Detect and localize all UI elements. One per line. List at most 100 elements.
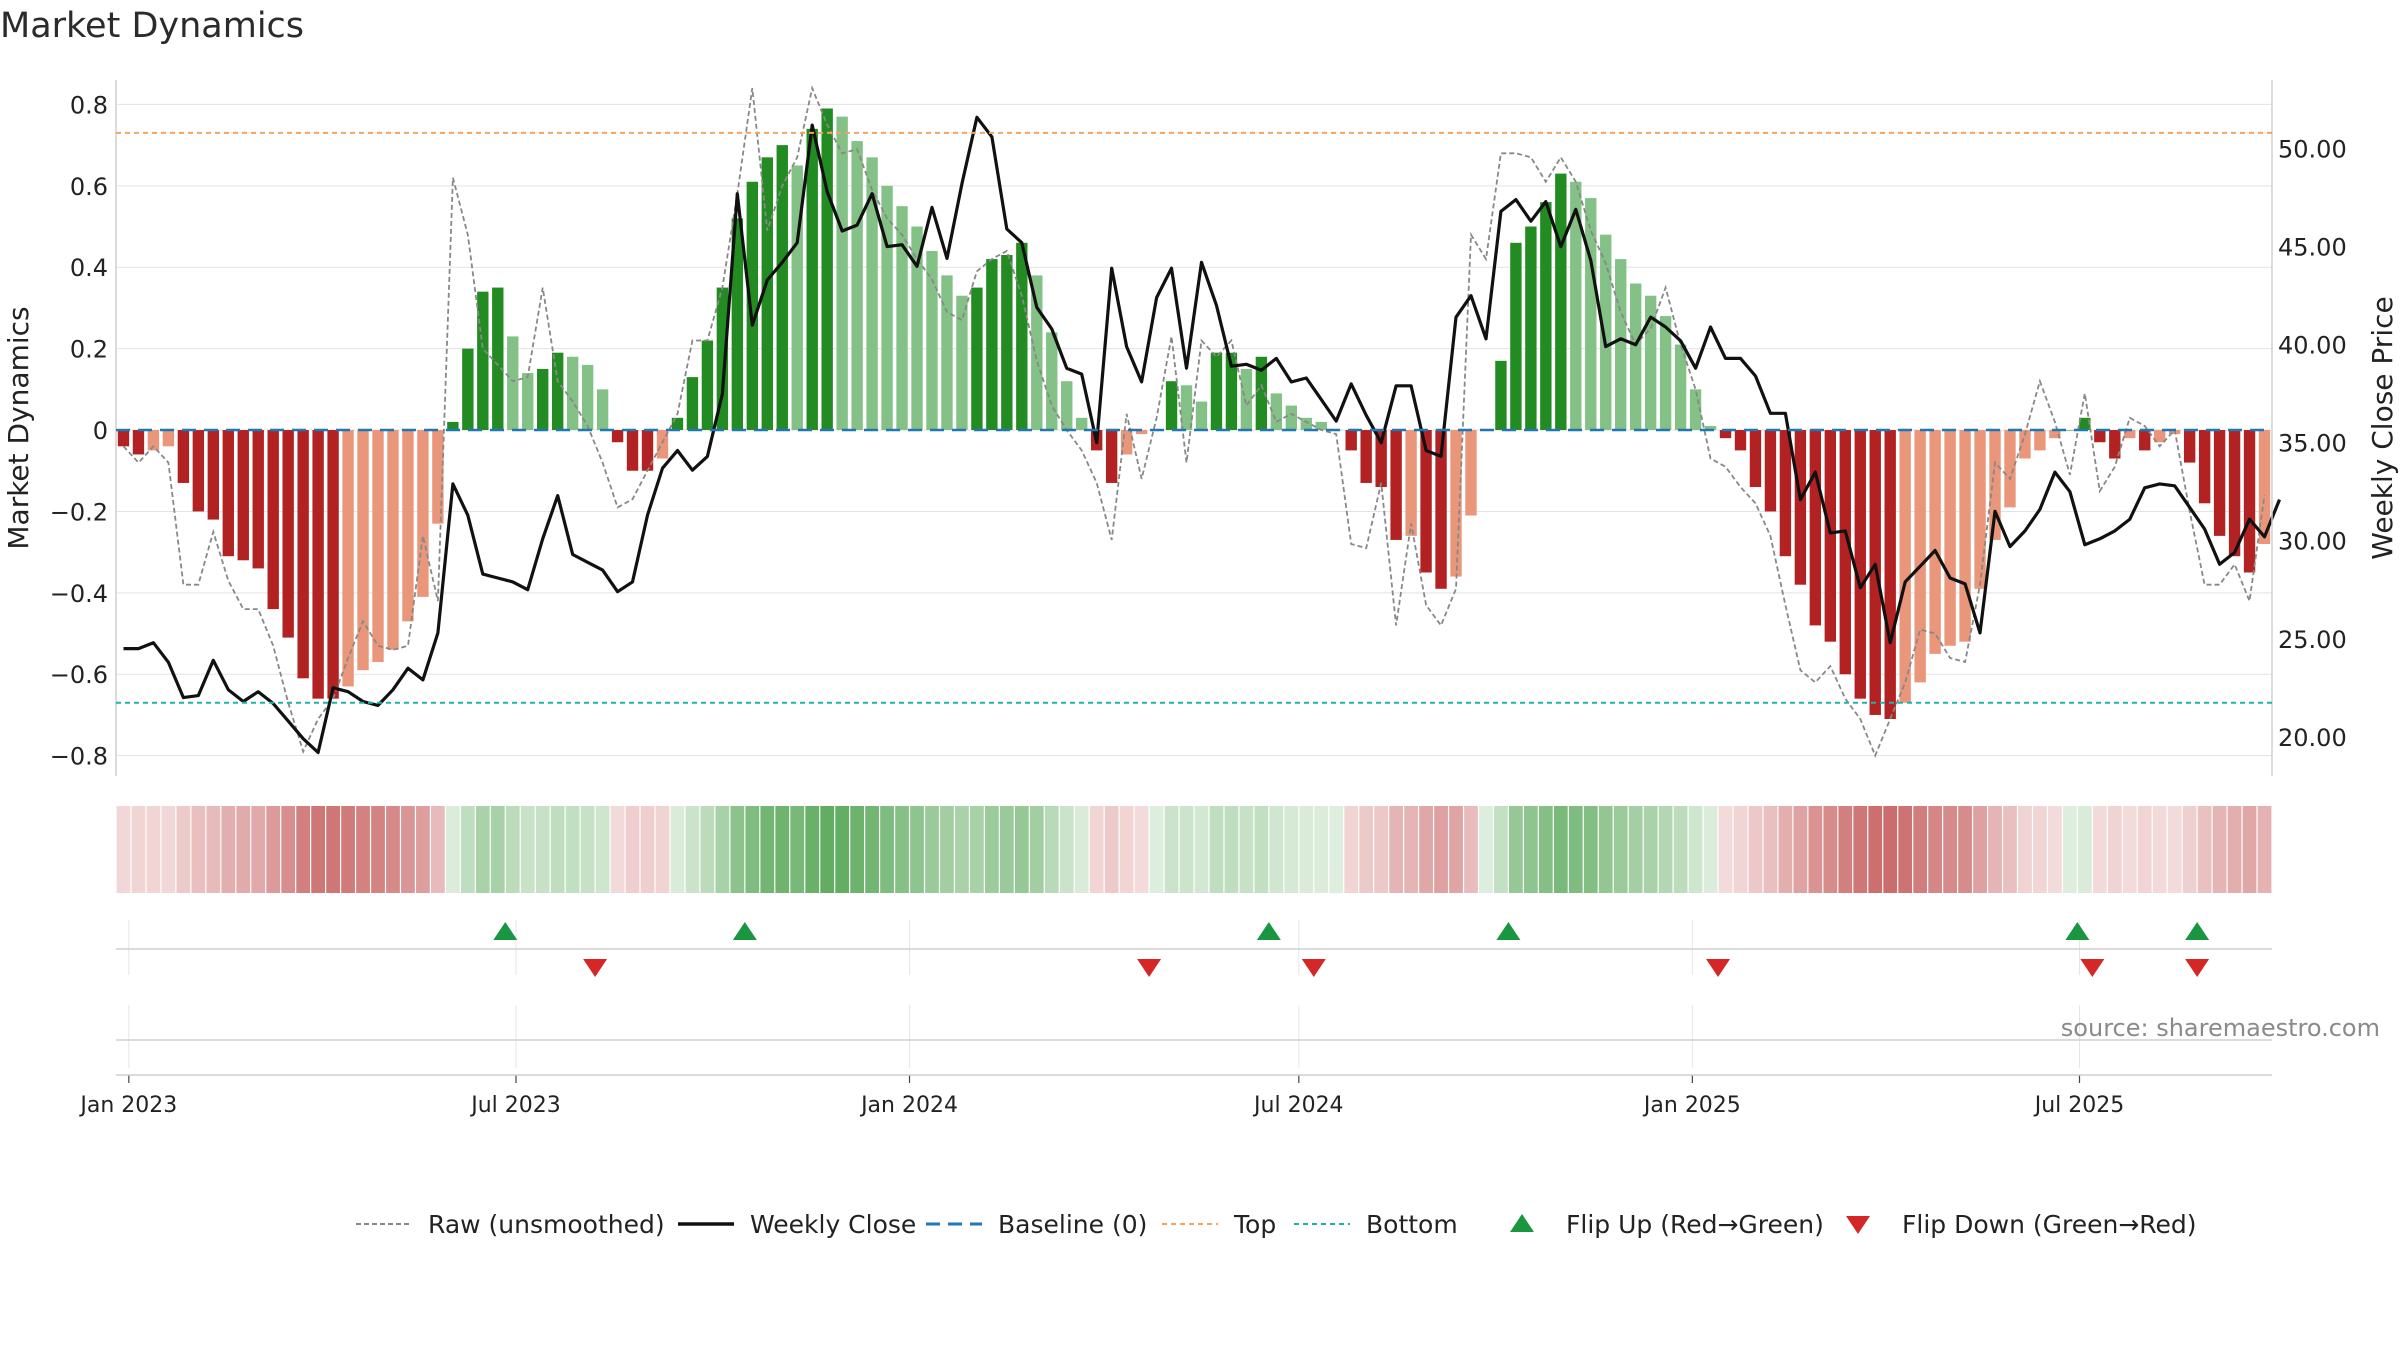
momentum-bar	[911, 226, 923, 431]
momentum-bar	[1180, 385, 1193, 431]
momentum-bar	[1345, 430, 1357, 451]
regime-cell	[610, 806, 625, 893]
momentum-bar	[1644, 295, 1657, 431]
regime-cell	[356, 806, 370, 893]
momentum-bar	[1450, 430, 1462, 577]
regime-cell	[161, 806, 176, 893]
regime-cell	[1194, 806, 1209, 893]
regime-cell	[1434, 806, 1448, 893]
regime-cell	[2077, 806, 2092, 893]
regime-cell	[1898, 806, 1913, 893]
regime-cell	[2137, 806, 2152, 893]
regime-cell	[2212, 806, 2227, 893]
momentum-bar	[596, 389, 609, 431]
regime-cell	[1224, 806, 1239, 893]
momentum-bar	[1300, 417, 1312, 431]
momentum-bar	[1120, 430, 1133, 455]
regime-cell	[940, 806, 954, 893]
regime-cell	[206, 806, 221, 893]
momentum-bar	[2198, 430, 2211, 504]
momentum-bar	[1225, 352, 1238, 431]
momentum-bar	[836, 116, 848, 431]
momentum-bar	[626, 430, 639, 471]
legend: Raw (unsmoothed) Weekly Close Baseline (0)…	[356, 1210, 2197, 1239]
regime-cell	[1104, 806, 1119, 893]
flip-up-marker	[1496, 922, 1521, 940]
regime-cell	[1628, 806, 1643, 893]
regime-cell	[580, 806, 595, 893]
momentum-bar	[522, 373, 534, 431]
y2-tick-label: 35.00	[2278, 430, 2347, 458]
momentum-bar	[1704, 425, 1717, 431]
regime-cell	[116, 806, 131, 893]
y-tick-label: 0.4	[70, 254, 108, 282]
momentum-bar	[551, 352, 564, 431]
momentum-bar	[686, 377, 699, 431]
regime-cell	[1538, 806, 1553, 893]
regime-cell	[2003, 806, 2017, 893]
regime-cell	[1449, 806, 1463, 893]
regime-cell	[386, 806, 400, 893]
x-tick-label: Jan 2024	[859, 1093, 958, 1118]
regime-cell	[1164, 806, 1179, 893]
momentum-bar	[1076, 417, 1088, 431]
regime-cell	[1374, 806, 1389, 893]
momentum-bar	[537, 368, 549, 431]
momentum-bar	[1570, 181, 1582, 431]
momentum-bar	[581, 364, 594, 431]
momentum-bar	[1135, 430, 1148, 435]
momentum-bar	[1465, 430, 1477, 516]
raw-line	[122, 85, 2266, 758]
momentum-bar	[1959, 430, 1971, 642]
regime-cell	[490, 806, 505, 893]
momentum-bar	[1734, 430, 1747, 451]
regime-cell	[1868, 806, 1883, 893]
momentum-bar	[1105, 430, 1118, 483]
y-tick-label: 0	[93, 417, 108, 445]
regime-cell	[146, 806, 161, 893]
regime-cell	[1823, 806, 1838, 893]
regime-cell	[1598, 806, 1613, 893]
regime-cell	[1494, 806, 1508, 893]
regime-cell	[1568, 806, 1583, 893]
regime-cell	[984, 806, 999, 893]
regime-cell	[1149, 806, 1164, 893]
momentum-bar	[1944, 430, 1956, 646]
momentum-bar	[1495, 360, 1507, 431]
momentum-bar	[387, 430, 399, 650]
regime-cell	[2033, 806, 2047, 893]
momentum-bar	[896, 206, 908, 431]
regime-cell	[760, 806, 775, 893]
momentum-bar	[252, 430, 264, 569]
momentum-bar	[2049, 430, 2061, 439]
regime-cell	[1718, 806, 1733, 893]
y-tick-label: 0.2	[70, 336, 108, 364]
momentum-bar	[2213, 430, 2226, 536]
momentum-bar	[132, 430, 145, 455]
momentum-bar	[2228, 430, 2241, 557]
momentum-bar	[147, 430, 160, 451]
regime-cell	[1359, 806, 1374, 893]
regime-cell	[715, 806, 730, 893]
y2-tick-label: 40.00	[2278, 332, 2347, 360]
momentum-bar	[1540, 202, 1552, 431]
regime-cell	[1044, 806, 1059, 893]
momentum-bar	[1854, 430, 1866, 699]
momentum-bar	[417, 430, 429, 597]
momentum-bar	[1600, 234, 1612, 431]
regime-cell	[1419, 806, 1433, 893]
regime-cell	[191, 806, 206, 893]
regime-cell	[700, 806, 715, 893]
regime-cell	[595, 806, 610, 893]
y2-axis-label: Weekly Close Price	[2366, 296, 2399, 559]
regime-cell	[550, 806, 565, 893]
y2-tick-label: 20.00	[2278, 724, 2347, 752]
momentum-bar	[1689, 389, 1702, 431]
momentum-bar	[1016, 242, 1028, 431]
momentum-bar	[1210, 352, 1223, 431]
momentum-bar	[821, 108, 833, 431]
momentum-bar	[611, 430, 624, 443]
regime-cell	[1523, 806, 1538, 893]
legend-label: Weekly Close	[750, 1210, 916, 1239]
momentum-bar	[1929, 430, 1941, 654]
